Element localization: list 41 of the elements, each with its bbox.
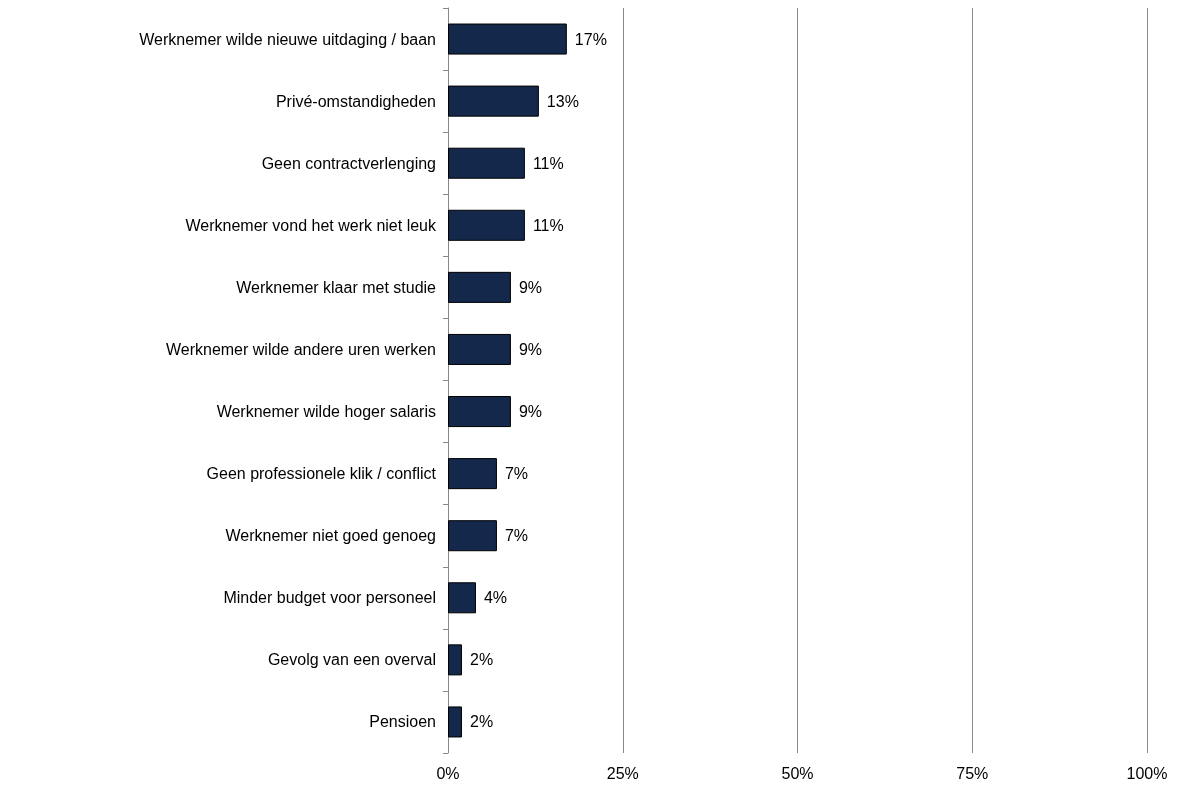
y-tick-label: Privé-omstandigheden	[275, 92, 436, 110]
x-tick-label: 25%	[606, 764, 639, 782]
data-label: 9%	[518, 278, 543, 296]
bar	[448, 520, 497, 552]
y-tick-label: Werknemer klaar met studie	[236, 278, 437, 296]
x-tick-label: 50%	[781, 764, 814, 782]
y-tick-label: Werknemer wilde hoger salaris	[216, 403, 436, 421]
y-tick-label: Geen contractverlenging	[261, 154, 436, 172]
bar	[448, 396, 511, 428]
data-label: 7%	[504, 465, 529, 483]
data-label: 17%	[574, 30, 607, 48]
bar	[448, 209, 525, 241]
x-tick-label: 0%	[436, 764, 460, 782]
bar	[448, 85, 539, 117]
y-tick-label: Minder budget voor personeel	[223, 589, 436, 607]
bar	[448, 333, 511, 365]
y-tick-label: Werknemer vond het werk niet leuk	[185, 216, 437, 234]
bar	[448, 582, 476, 614]
y-tick-label: Gevolg van een overval	[267, 651, 436, 669]
data-label: 13%	[546, 92, 579, 110]
y-tick-label: Werknemer wilde andere uren werken	[165, 340, 436, 358]
bar	[448, 271, 511, 303]
y-tick-label: Geen professionele klik / conflict	[206, 465, 437, 483]
bar	[448, 644, 462, 676]
data-label: 2%	[469, 713, 494, 731]
x-tick-label: 100%	[1126, 764, 1168, 782]
data-label: 9%	[518, 403, 543, 421]
data-label: 4%	[483, 589, 508, 607]
y-tick-label: Pensioen	[369, 713, 436, 731]
bar	[448, 147, 525, 179]
bar	[448, 23, 567, 55]
bar	[448, 458, 497, 490]
data-label: 2%	[469, 651, 494, 669]
bar	[448, 706, 462, 738]
data-label: 7%	[504, 527, 529, 545]
x-tick-label: 75%	[956, 764, 989, 782]
y-tick-label: Werknemer wilde nieuwe uitdaging / baan	[139, 30, 436, 48]
data-label: 9%	[518, 340, 543, 358]
data-label: 11%	[532, 216, 564, 234]
data-label: 11%	[532, 154, 564, 172]
y-tick-label: Werknemer niet goed genoeg	[225, 527, 436, 545]
